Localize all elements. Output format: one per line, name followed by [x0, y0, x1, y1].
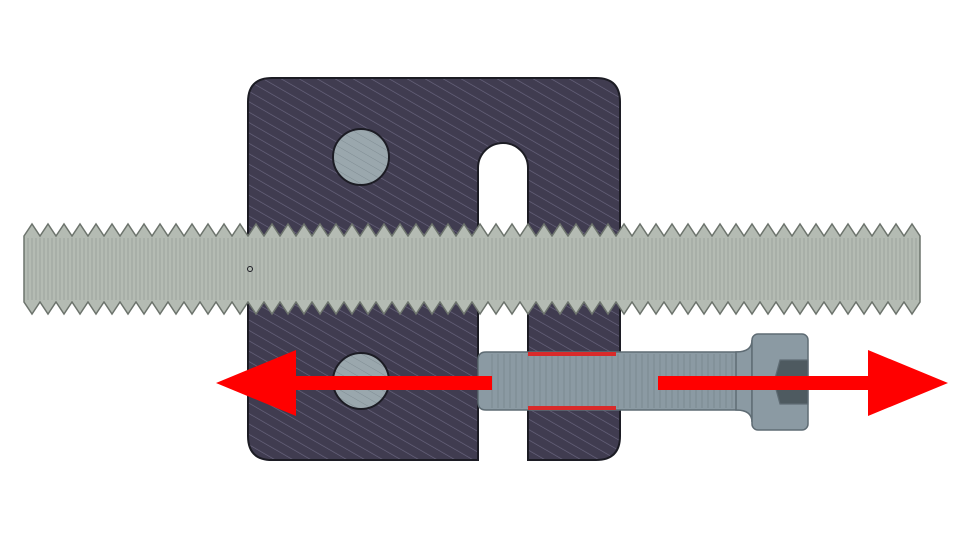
- thread-gap-mark-bottom: [528, 406, 616, 410]
- clamp-screw: [477, 333, 809, 431]
- thread-gap-mark-top: [528, 352, 616, 356]
- lead-screw-thread-lines: [27, 238, 917, 300]
- center-mark-icon: [247, 266, 253, 272]
- clamp-screw-thread-lines: [491, 354, 733, 408]
- clamp-screw-shank: [477, 351, 761, 411]
- force-arrow-left: [216, 350, 492, 416]
- lead-screw: [23, 222, 921, 316]
- mounting-hole-top: [332, 128, 390, 186]
- force-arrow-right: [658, 350, 948, 416]
